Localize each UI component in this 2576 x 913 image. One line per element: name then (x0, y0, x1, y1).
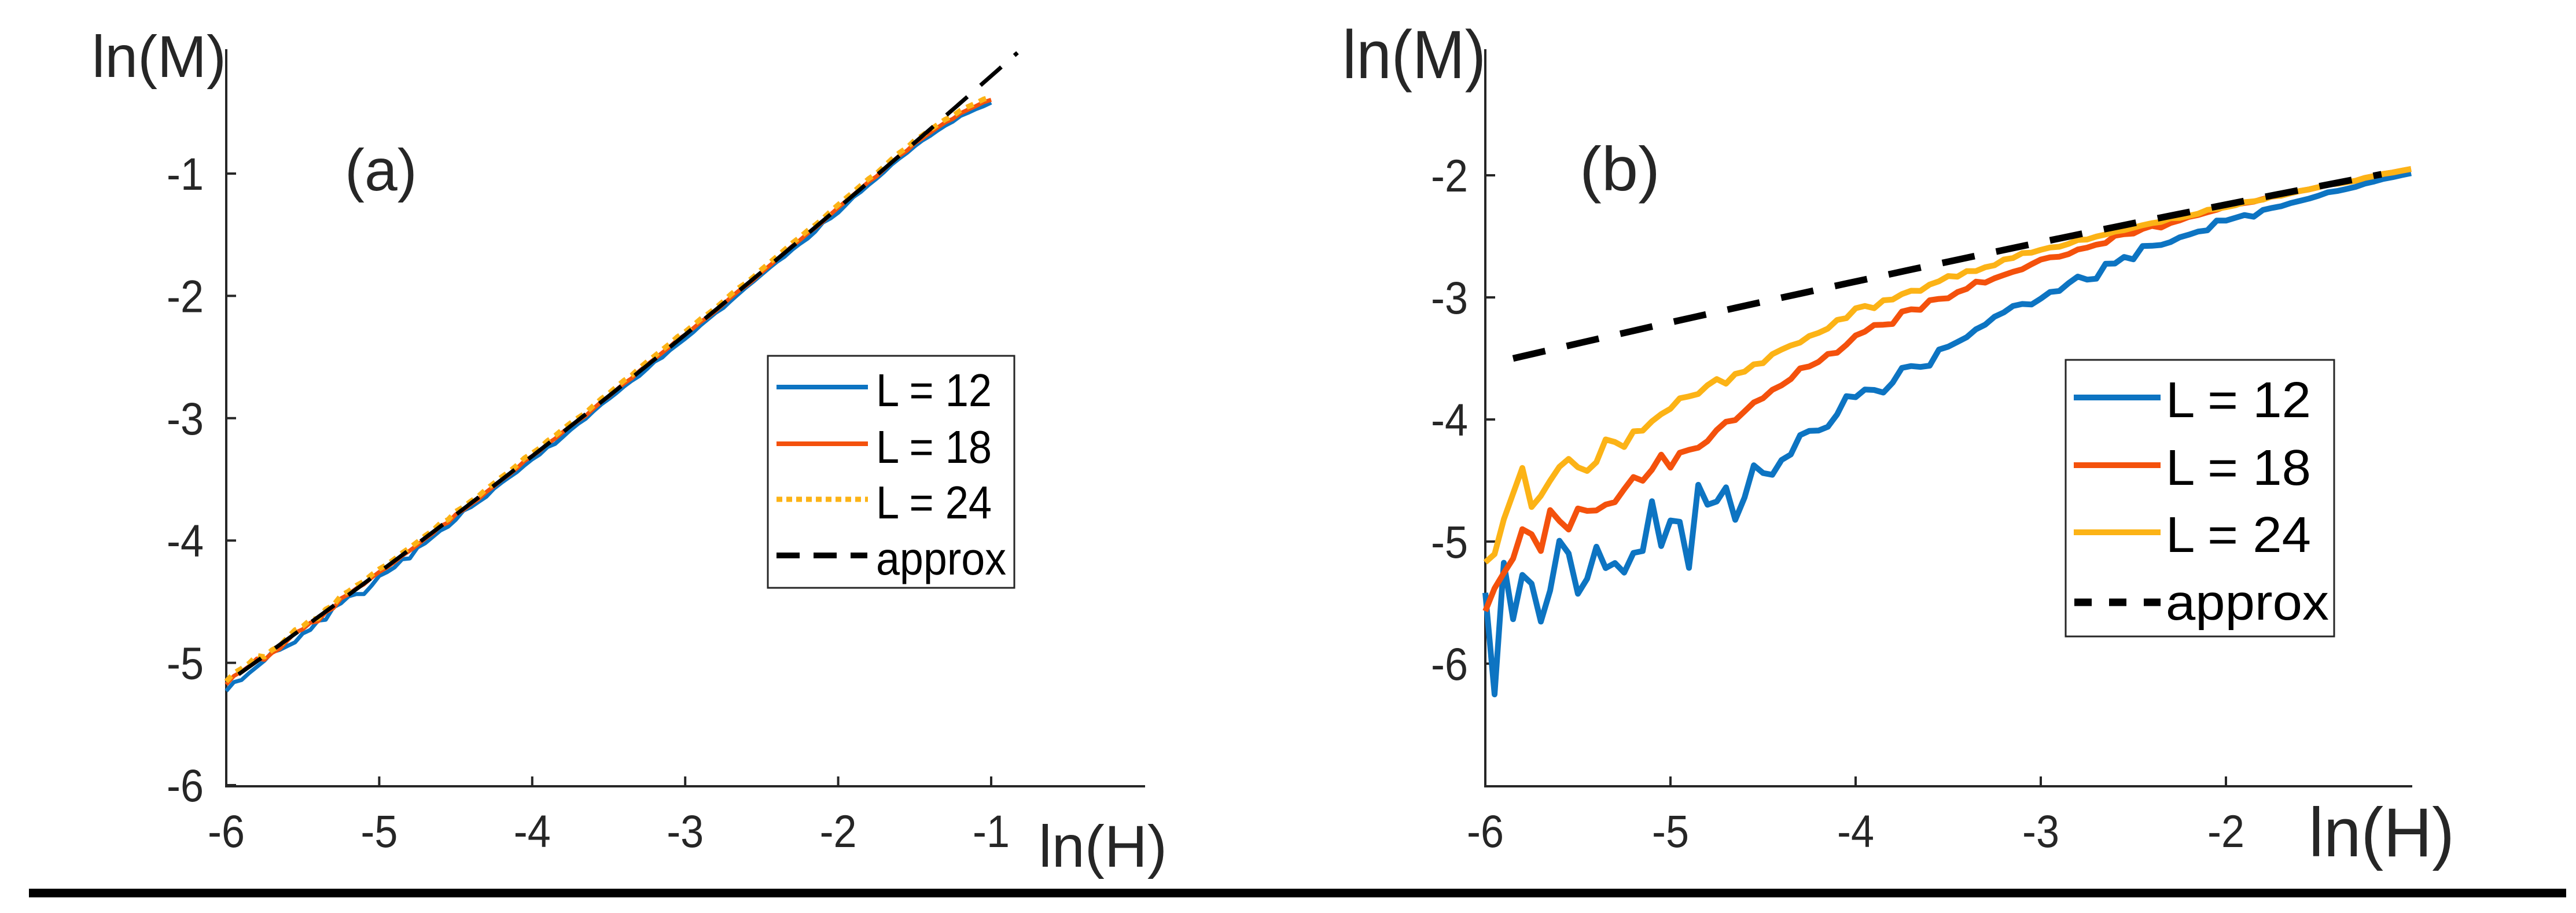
svg-text:L = 24: L = 24 (876, 477, 992, 528)
svg-text:approx: approx (2166, 575, 2329, 631)
svg-text:-3: -3 (2022, 805, 2059, 857)
svg-text:ln(M): ln(M) (1342, 17, 1486, 93)
svg-text:-6: -6 (1467, 805, 1504, 857)
svg-text:-3: -3 (667, 805, 704, 857)
svg-text:L = 18: L = 18 (2166, 440, 2311, 496)
svg-text:L = 12: L = 12 (2166, 372, 2311, 428)
svg-text:-5: -5 (1431, 516, 1468, 568)
svg-text:-6: -6 (1431, 638, 1468, 690)
svg-text:-2: -2 (167, 270, 204, 322)
svg-text:ln(H): ln(H) (2309, 794, 2454, 871)
svg-text:-5: -5 (360, 805, 398, 857)
svg-text:(b): (b) (1580, 134, 1660, 204)
svg-text:-6: -6 (208, 805, 245, 857)
svg-text:approx: approx (876, 533, 1006, 584)
svg-text:-4: -4 (167, 515, 204, 566)
svg-text:-4: -4 (1837, 805, 1874, 857)
svg-text:-4: -4 (514, 805, 551, 857)
svg-text:-1: -1 (973, 805, 1010, 857)
svg-text:-2: -2 (2207, 805, 2244, 857)
svg-text:-3: -3 (1431, 272, 1468, 323)
svg-text:-4: -4 (1431, 394, 1468, 446)
svg-text:-3: -3 (167, 393, 204, 444)
svg-text:-6: -6 (167, 760, 204, 811)
svg-text:L = 24: L = 24 (2166, 507, 2311, 563)
svg-text:-2: -2 (820, 805, 857, 857)
svg-text:L = 12: L = 12 (876, 365, 992, 416)
svg-text:L = 18: L = 18 (876, 421, 992, 473)
svg-text:-5: -5 (167, 638, 204, 689)
svg-text:(a): (a) (345, 137, 417, 203)
svg-text:ln(M): ln(M) (92, 24, 226, 90)
svg-text:-2: -2 (1431, 150, 1468, 201)
svg-text:ln(H): ln(H) (1039, 813, 1167, 879)
svg-text:-5: -5 (1652, 805, 1689, 857)
svg-text:-1: -1 (167, 148, 204, 200)
